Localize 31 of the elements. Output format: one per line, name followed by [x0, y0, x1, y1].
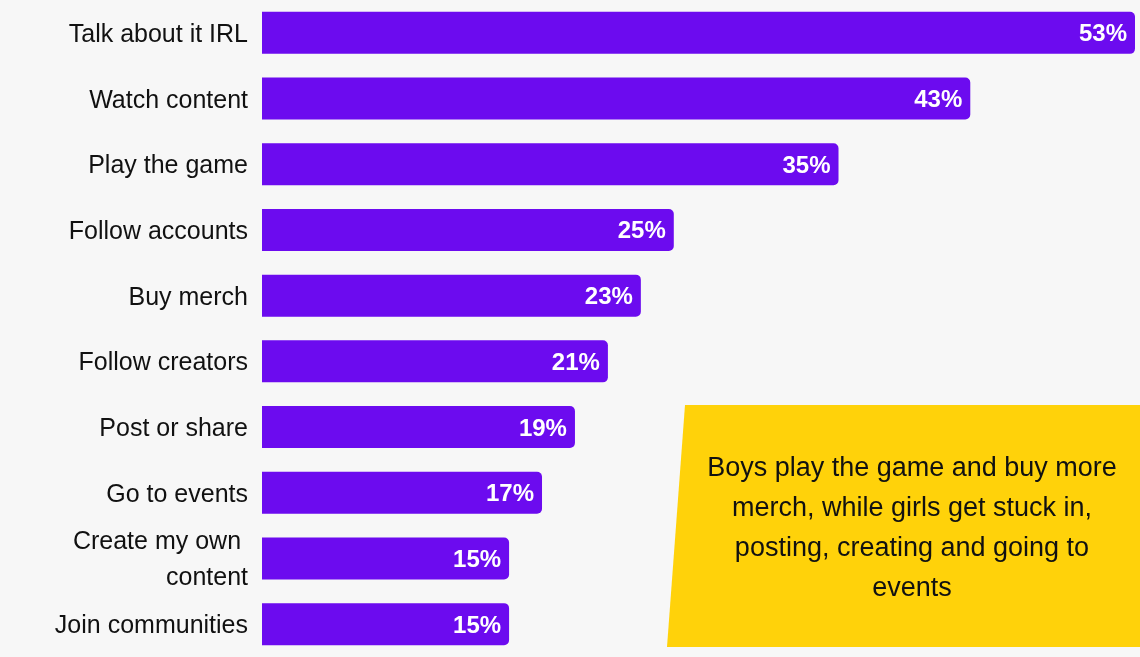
bar	[262, 340, 608, 383]
y-tick-label: Talk about it IRL	[68, 18, 249, 47]
bar	[262, 471, 543, 514]
y-tick-label: Create my own content	[72, 526, 249, 591]
y-tick-label: Post or share	[99, 413, 248, 442]
bar	[262, 603, 510, 646]
data-label: 15%	[453, 610, 502, 638]
bar	[262, 11, 1135, 54]
y-tick-label: Go to events	[106, 478, 248, 507]
y-tick-label: Play the game	[88, 150, 248, 179]
y-tick-label: Follow creators	[78, 347, 248, 376]
bar	[262, 406, 575, 449]
bar	[262, 537, 510, 580]
bar	[262, 143, 839, 186]
y-tick-label: Join communities	[54, 610, 248, 639]
data-label: 25%	[617, 216, 666, 244]
y-tick-label: Buy merch	[128, 281, 248, 310]
data-label: 19%	[518, 413, 567, 441]
data-label: 23%	[584, 282, 633, 310]
bar	[262, 208, 674, 251]
data-label: 17%	[485, 479, 535, 507]
data-label: 21%	[551, 347, 600, 375]
bar	[262, 274, 641, 317]
y-tick-label: Watch content	[89, 84, 249, 113]
data-label: 15%	[453, 544, 502, 572]
y-tick-label: Follow accounts	[68, 215, 248, 244]
data-label: 35%	[782, 150, 831, 178]
bar	[262, 77, 971, 120]
data-label: 53%	[1078, 19, 1127, 47]
data-label: 43%	[914, 85, 963, 113]
annotation: Boys play the game and buy more merch, while girls get stuck in, posting, creating and going to events	[707, 451, 1117, 604]
